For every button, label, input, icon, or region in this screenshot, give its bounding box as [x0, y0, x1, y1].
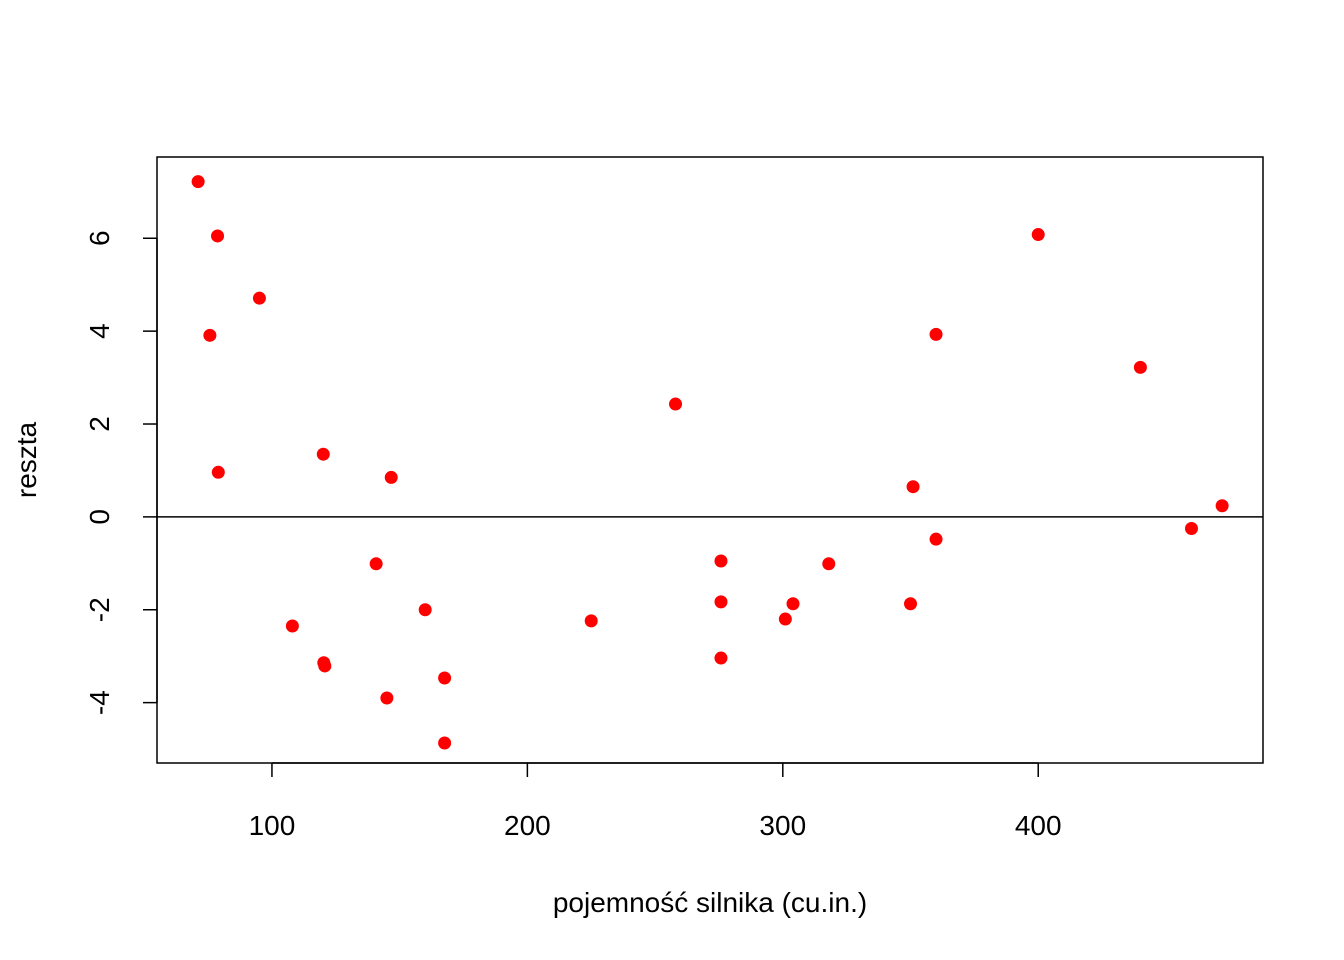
data-point — [929, 327, 943, 341]
x-axis-label: pojemność silnika (cu.in.) — [553, 887, 867, 918]
x-tick-label: 200 — [504, 810, 551, 841]
data-point — [211, 229, 225, 243]
data-point — [318, 659, 332, 673]
data-point — [1215, 499, 1229, 513]
data-point — [211, 465, 225, 479]
data-point — [203, 328, 217, 342]
data-point — [906, 480, 920, 494]
data-point — [1184, 521, 1198, 535]
data-point — [929, 532, 943, 546]
data-point — [384, 470, 398, 484]
y-tick-label: 0 — [84, 509, 115, 525]
data-point — [786, 597, 800, 611]
data-point — [369, 557, 383, 571]
data-point — [316, 447, 330, 461]
x-tick-label: 400 — [1015, 810, 1062, 841]
data-point — [1031, 228, 1045, 242]
data-points — [191, 175, 1229, 750]
y-tick-label: 2 — [84, 416, 115, 432]
data-point — [1133, 360, 1147, 374]
y-axis: -4 -2 0 2 4 6 — [84, 230, 158, 715]
data-point — [418, 603, 432, 617]
y-tick-label: 4 — [84, 323, 115, 339]
data-point — [904, 597, 918, 611]
x-tick-label: 100 — [249, 810, 296, 841]
y-tick-label: -2 — [84, 597, 115, 622]
data-point — [714, 554, 728, 568]
y-axis-label: reszta — [11, 421, 42, 498]
data-point — [669, 397, 683, 411]
data-point — [380, 691, 394, 705]
x-axis: 100 200 300 400 — [249, 762, 1062, 841]
data-point — [584, 614, 598, 628]
data-point — [252, 291, 266, 305]
y-tick-label: -4 — [84, 690, 115, 715]
data-point — [822, 557, 836, 571]
data-point — [285, 619, 299, 633]
data-point — [714, 651, 728, 665]
x-tick-label: 300 — [759, 810, 806, 841]
data-point — [714, 595, 728, 609]
data-point — [438, 736, 452, 750]
y-tick-label: 6 — [84, 230, 115, 246]
data-point — [191, 175, 205, 189]
data-point — [438, 671, 452, 685]
data-point — [778, 612, 792, 626]
